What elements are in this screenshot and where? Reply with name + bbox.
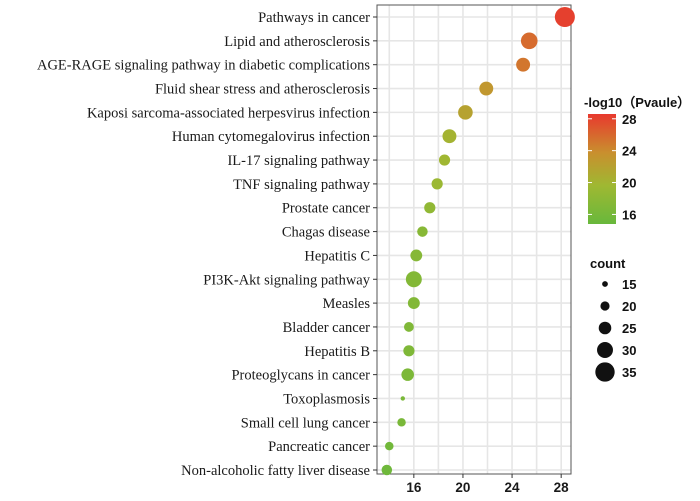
size-legend-title: count (590, 256, 626, 271)
size-legend-dot (598, 321, 612, 335)
category-label: PI3K-Akt signaling pathway (203, 272, 370, 288)
color-legend-tick-label: 24 (622, 144, 637, 159)
category-label: AGE-RAGE signaling pathway in diabetic c… (37, 58, 370, 74)
category-label: Hepatitis B (304, 344, 370, 360)
data-point (405, 271, 422, 288)
category-label: Prostate cancer (282, 201, 370, 217)
color-legend-bar (588, 114, 616, 224)
data-point (431, 178, 443, 190)
color-legend-title: -log10（Pvaule） (584, 95, 690, 110)
color-legend-tick-label: 16 (622, 207, 636, 222)
y-axis-labels: Pathways in cancer Lipid and atherosclero… (37, 10, 377, 479)
size-legend-items: 15 20 25 30 35 (595, 277, 636, 382)
data-point (401, 368, 414, 381)
x-tick-label: 16 (406, 480, 422, 495)
size-legend-dot (602, 281, 608, 287)
size-legend-dot (600, 301, 610, 311)
color-legend-tick-label: 20 (622, 176, 636, 191)
data-point (404, 322, 414, 332)
size-legend-label: 15 (622, 277, 636, 292)
color-legend: -log10（Pvaule） 28 24 20 16 (584, 95, 690, 224)
category-label: IL-17 signaling pathway (227, 153, 370, 169)
category-label: Chagas disease (282, 225, 370, 241)
size-legend-label: 25 (622, 321, 636, 336)
category-label: Lipid and atherosclerosis (224, 34, 370, 50)
x-axis-tick-labels: 16 20 24 28 (406, 474, 569, 495)
category-label: Small cell lung cancer (241, 415, 370, 431)
size-legend-dot (595, 362, 615, 382)
x-tick-label: 24 (505, 480, 521, 495)
data-points (381, 6, 575, 476)
data-point (385, 441, 394, 451)
data-point (417, 226, 428, 237)
data-point (458, 105, 473, 120)
size-legend: count 15 20 25 30 35 (590, 256, 636, 382)
plot-background (377, 5, 571, 474)
color-legend-ticks: 28 24 20 16 (588, 112, 637, 222)
data-point (479, 81, 494, 96)
color-legend-tick-label: 28 (622, 112, 636, 127)
plot-area (377, 5, 571, 474)
x-tick-label: 28 (554, 480, 570, 495)
category-label: Kaposi sarcoma-associated herpesvirus in… (87, 105, 371, 121)
data-point (516, 57, 531, 72)
category-label: Human cytomegalovirus infection (172, 129, 371, 145)
data-point (438, 154, 451, 166)
category-label: Pathways in cancer (258, 10, 370, 26)
data-point (400, 396, 405, 401)
data-point (442, 129, 457, 144)
data-point (407, 297, 420, 310)
category-label: Fluid shear stress and atherosclerosis (155, 82, 370, 98)
data-point (403, 345, 415, 357)
size-legend-label: 30 (622, 343, 636, 358)
axes (376, 4, 572, 475)
plot-border (376, 4, 572, 475)
category-label: TNF signaling pathway (233, 177, 371, 193)
category-label: Hepatitis C (304, 248, 370, 264)
category-label: Proteoglycans in cancer (231, 368, 370, 384)
data-point (381, 464, 393, 476)
data-point (424, 202, 436, 214)
category-label: Bladder cancer (283, 320, 371, 336)
category-label: Pancreatic cancer (268, 439, 370, 455)
data-point (520, 32, 538, 50)
category-label: Measles (322, 296, 370, 312)
size-legend-label: 35 (622, 365, 636, 380)
category-label: Non-alcoholic fatty liver disease (181, 463, 370, 479)
size-legend-dot (597, 342, 613, 358)
size-legend-label: 20 (622, 299, 636, 314)
data-point (397, 418, 406, 427)
x-tick-label: 20 (455, 480, 470, 495)
category-label: Toxoplasmosis (283, 391, 370, 407)
data-point (410, 249, 423, 262)
data-point (554, 6, 575, 28)
